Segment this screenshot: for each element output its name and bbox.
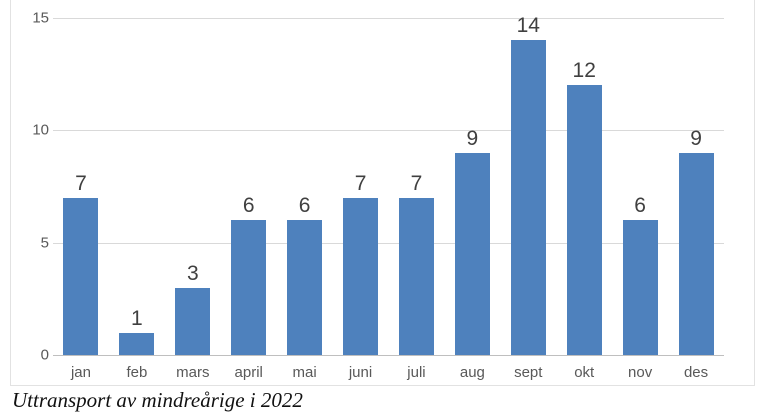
- data-label-jan: 7: [75, 171, 87, 195]
- data-label-juli: 7: [410, 171, 423, 195]
- x-tick-label-april: april: [234, 364, 263, 381]
- bar-sept: [510, 40, 546, 355]
- bar-juli: [398, 197, 434, 355]
- x-tick-label-mars: mars: [176, 364, 210, 381]
- bar-mars: [175, 287, 211, 355]
- bar-juni: [343, 197, 379, 355]
- chart-frame: 7 1 3 6 6 7 7 9 14 12 6 9 0 5 10 15 jan feb mars april mai j…: [10, 0, 755, 386]
- bar-mai: [287, 220, 323, 355]
- bar-nov: [622, 220, 658, 355]
- data-label-sept: 14: [516, 14, 540, 38]
- gridline-y-10: [53, 130, 724, 132]
- y-tick-label: 10: [32, 121, 49, 139]
- data-label-april: 6: [242, 194, 255, 218]
- y-tick-label: 0: [40, 346, 49, 364]
- x-tick-label-nov: nov: [628, 364, 653, 381]
- x-tick-label-juli: juli: [407, 364, 426, 381]
- x-tick-label-jan: jan: [70, 364, 91, 381]
- data-label-nov: 6: [634, 194, 646, 218]
- x-tick-label-mai: mai: [292, 364, 317, 381]
- data-label-feb: 1: [131, 306, 143, 330]
- x-tick-label-sept: sept: [514, 364, 543, 381]
- chart-caption: Uttransport av mindreårige i 2022: [12, 388, 303, 412]
- gridline-y-5: [53, 242, 724, 244]
- bar-aug: [454, 152, 490, 355]
- data-label-aug: 9: [466, 126, 479, 150]
- x-tick-label-aug: aug: [459, 364, 485, 381]
- data-label-okt: 12: [572, 59, 596, 83]
- data-label-mai: 6: [298, 194, 311, 218]
- data-label-juni: 7: [354, 171, 367, 195]
- x-tick-label-juni: juni: [348, 364, 373, 381]
- bar-okt: [566, 85, 602, 355]
- y-tick-label: 15: [32, 9, 49, 27]
- x-tick-label-des: des: [683, 364, 709, 381]
- data-label-des: 9: [690, 126, 702, 150]
- bar-jan: [63, 197, 99, 355]
- data-label-mars: 3: [186, 261, 199, 285]
- gridline-y-15: [53, 18, 724, 19]
- x-tick-label-feb: feb: [126, 364, 148, 381]
- x-tick-label-okt: okt: [574, 364, 595, 381]
- plot-area: 7 1 3 6 6 7 7 9 14 12 6 9: [53, 14, 724, 356]
- y-tick-label: 5: [40, 234, 49, 252]
- bar-april: [231, 220, 267, 355]
- bar-feb: [119, 332, 155, 355]
- bar-des: [678, 152, 714, 355]
